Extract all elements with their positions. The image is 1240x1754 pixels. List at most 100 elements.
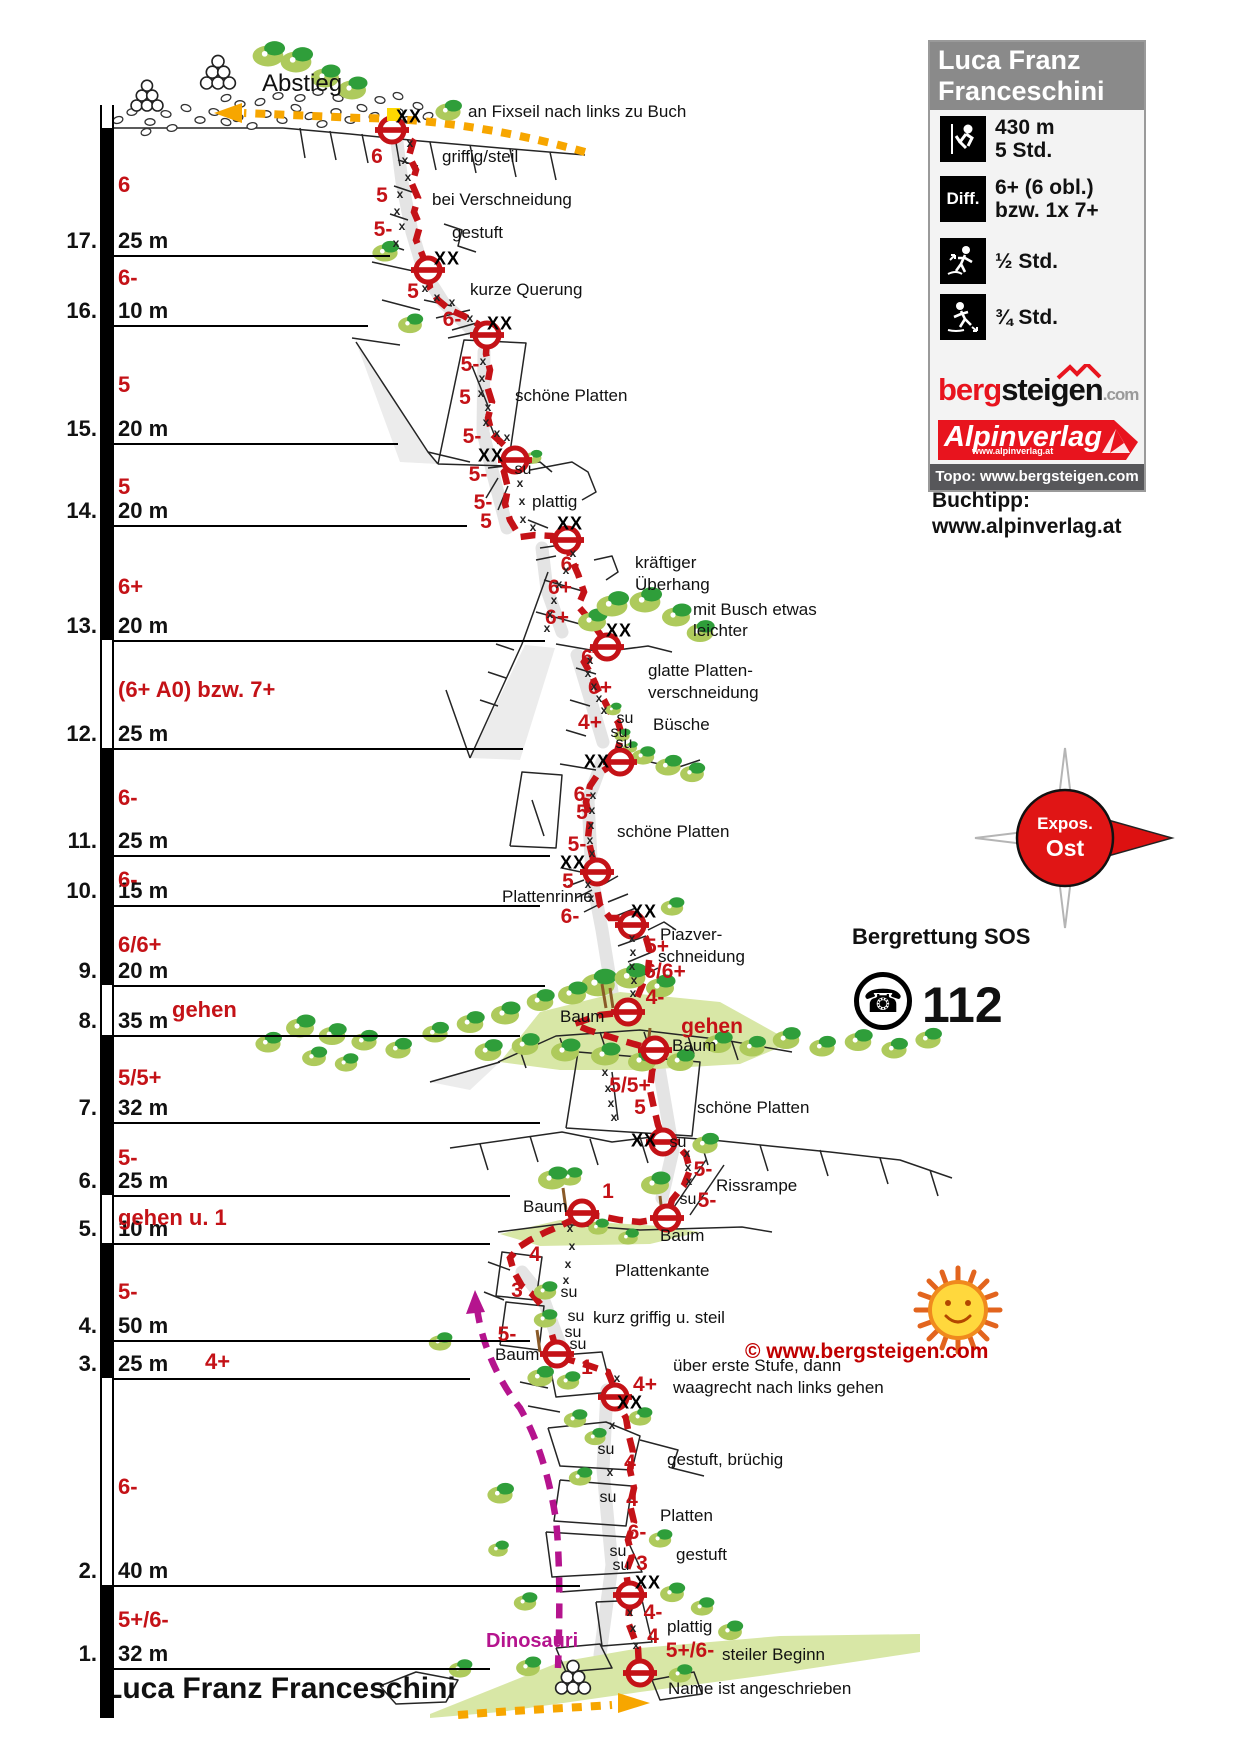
double-bolt-anchor-label: XX — [630, 901, 658, 922]
tree-icon — [628, 1407, 653, 1426]
thread-anchor-label: su — [612, 1557, 630, 1574]
route-annotation: Name ist angeschrieben — [668, 1679, 852, 1698]
cairn-icon — [130, 79, 164, 112]
route-grade: 4+ — [578, 711, 602, 734]
pitch-number: 4. — [78, 1313, 97, 1338]
walkoff-arrowhead-right — [618, 1693, 650, 1713]
route-line — [390, 126, 694, 1687]
scree-dot — [356, 103, 368, 113]
bolt-mark: x — [555, 577, 563, 591]
route-annotation: Baum — [495, 1345, 540, 1364]
tree-icon — [581, 968, 617, 997]
route-annotation: schöne Platten — [697, 1098, 810, 1117]
route-grade: 5- — [697, 1189, 717, 1212]
bolt-mark: x — [626, 1605, 634, 1619]
pitch-number: 3. — [78, 1351, 97, 1376]
pitch-grade: 6- — [118, 867, 138, 892]
route-annotation: griffig/steil — [442, 147, 519, 166]
route-annotation: mit Busch etwas — [693, 600, 817, 619]
bolt-mark: x — [493, 426, 501, 440]
route-annotation: Büsche — [653, 715, 710, 734]
belay-icon — [565, 1198, 599, 1228]
scree-dot — [312, 88, 324, 96]
tree-icon — [686, 620, 715, 643]
descent-time: ¾ Std. — [995, 305, 1059, 329]
route-grade: 4 — [529, 1243, 541, 1266]
tree-icon — [311, 64, 341, 88]
descent-arrowhead-left — [214, 103, 242, 123]
topo-credit: Topo: www.bergsteigen.com — [930, 464, 1144, 490]
thread-anchor-label: su — [560, 1284, 578, 1301]
route-grade: 6/6+ — [644, 960, 686, 983]
pitch-length: 10 m — [118, 298, 169, 323]
tree-icon — [591, 1042, 621, 1066]
abstieg-label: Abstieg — [262, 70, 343, 97]
bolt-mark: x — [562, 1273, 570, 1287]
route-grade: 4+ — [633, 1373, 657, 1396]
tree-icon — [614, 963, 648, 989]
pitch-bar-segment — [100, 748, 114, 855]
tree-icon — [631, 746, 656, 765]
route-grade: 5- — [473, 491, 493, 514]
route-grade: gehen — [681, 1015, 743, 1038]
pitch-bar-segment — [100, 855, 114, 905]
bolt-mark: x — [606, 1465, 614, 1479]
pitch-line — [100, 985, 545, 987]
tree-icon — [255, 1031, 282, 1053]
route-annotation: an Fixseil nach links zu Buch — [468, 102, 687, 121]
route-grade: 4- — [645, 986, 665, 1009]
pitch-length: 10 m — [118, 1216, 169, 1241]
bolt-mark: x — [610, 1110, 618, 1124]
pitch-number: 7. — [78, 1095, 97, 1120]
difficulty-row: Diff. 6+ (6 obl.) bzw. 1x 7+ — [940, 176, 1099, 222]
route-annotation: schöne Platten — [617, 822, 730, 841]
pitch-grade: (6+ A0) bzw. 7+ — [118, 677, 276, 702]
scree-dot — [140, 127, 152, 137]
tree-icon — [474, 1039, 503, 1062]
route-grade: 6 — [581, 646, 593, 669]
alpinverlag-logo: Alpinverlag www.alpinverlag.at — [938, 420, 1138, 460]
pitch-line — [100, 1035, 520, 1037]
belay-icon — [470, 320, 504, 350]
bolt-mark: x — [595, 691, 603, 705]
pitch-grade: 5- — [118, 1279, 138, 1304]
double-bolt-anchor-label: XX — [605, 620, 633, 641]
thread-anchor-label: su — [669, 1134, 687, 1151]
hiker-up-icon — [940, 238, 986, 284]
compass-rose: Expos. Ost — [974, 747, 1175, 929]
bolt-mark: x — [629, 986, 637, 1000]
bolt-mark: x — [393, 204, 401, 218]
bolt-mark: x — [590, 679, 598, 693]
scree-dot — [246, 121, 258, 131]
pitch-grade: 5 — [118, 372, 131, 397]
route-annotation: schneidung — [658, 947, 745, 966]
route-annotation: Rissrampe — [716, 1176, 798, 1195]
pitch-line — [100, 1122, 540, 1124]
bolt-mark: x — [607, 1096, 615, 1110]
tree-icon — [596, 591, 630, 617]
tree-icon — [739, 1035, 766, 1057]
tree-icon — [662, 603, 692, 627]
difficulty-value: 6+ (6 obl.) — [995, 176, 1094, 199]
pitch-line — [100, 855, 550, 857]
double-bolt-anchor-label: XX — [616, 1392, 644, 1413]
route-grade: 5- — [462, 425, 482, 448]
tree-icon — [655, 754, 682, 776]
tree-icon — [513, 1592, 538, 1611]
belay-icon — [598, 1382, 632, 1412]
scree-dot — [160, 109, 172, 119]
pitch-number: 6. — [78, 1168, 97, 1193]
pitch-grade: 6- — [118, 785, 138, 810]
difficulty-badge: Diff. — [940, 176, 986, 222]
pitch-number: 10. — [66, 878, 97, 903]
tree-icon — [692, 1132, 719, 1154]
tree-icon — [488, 1540, 509, 1557]
tree-icon — [533, 1309, 558, 1328]
tree-icon — [351, 1029, 378, 1051]
route-annotation: kurz griffig u. steil — [593, 1308, 725, 1327]
cairn-icon — [199, 54, 237, 90]
pitch-number: 8. — [78, 1008, 97, 1033]
tree-icon — [588, 1218, 609, 1235]
belay-stations — [375, 115, 684, 1688]
pitch-bar-segment — [100, 525, 114, 640]
